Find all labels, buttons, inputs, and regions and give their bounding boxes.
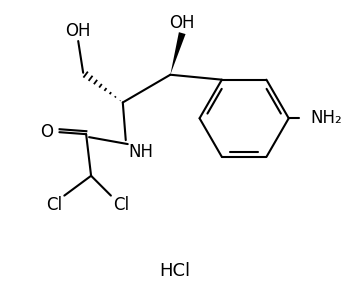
Text: NH: NH [128,143,153,161]
Text: Cl: Cl [46,196,62,215]
Text: O: O [40,123,53,141]
Text: OH: OH [169,14,195,32]
Text: Cl: Cl [113,196,129,215]
Text: OH: OH [66,22,91,40]
Polygon shape [170,32,186,75]
Text: HCl: HCl [159,262,191,280]
Text: NH₂: NH₂ [311,109,342,127]
